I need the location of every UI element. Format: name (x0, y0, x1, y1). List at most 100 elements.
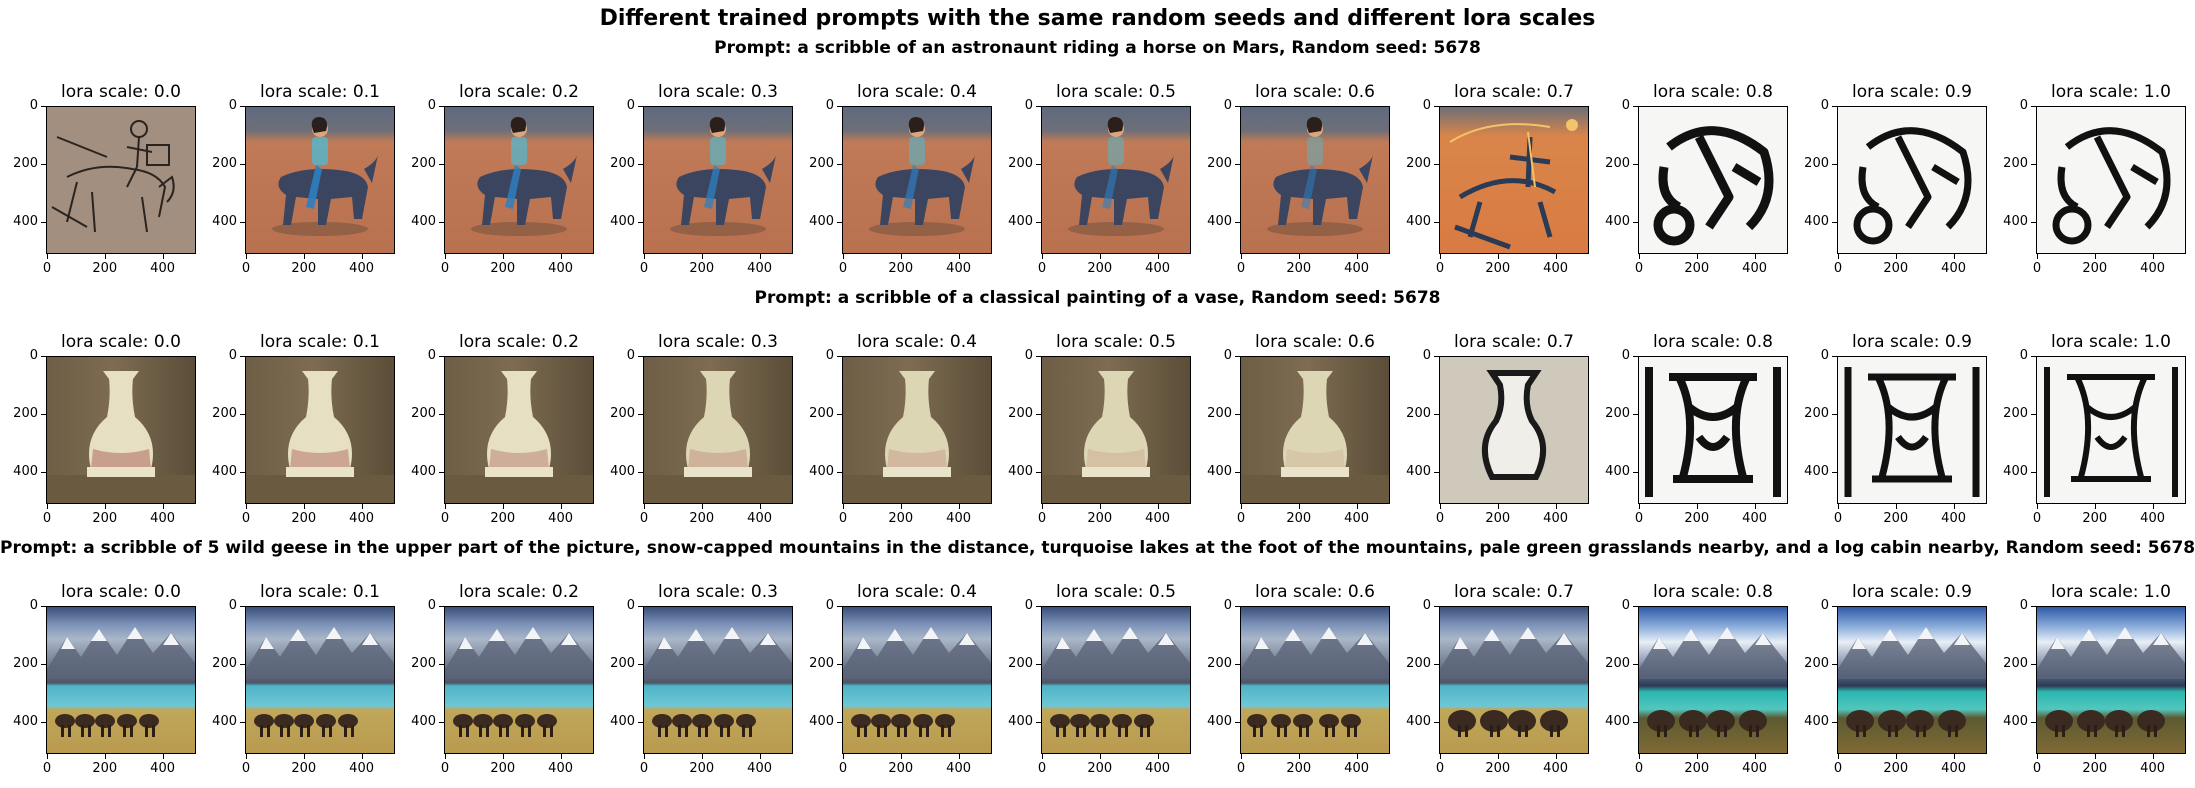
x-tick-mark (1953, 754, 1955, 759)
y-tick-mark (240, 164, 245, 165)
y-tick-label: 0 (1223, 348, 1232, 363)
panel-title: lora scale: 0.3 (658, 582, 778, 602)
y-tick-label: 200 (411, 656, 436, 671)
y-tick-mark (1434, 356, 1439, 357)
y-tick-label: 400 (1605, 214, 1630, 229)
x-tick-label: 200 (1087, 761, 1113, 776)
generated-image (445, 357, 593, 503)
y-tick-label: 0 (228, 598, 237, 613)
y-tick-label: 200 (13, 406, 38, 421)
image-axes (245, 106, 395, 254)
x-tick-label: 200 (1485, 511, 1511, 526)
x-tick-mark (759, 254, 761, 259)
y-tick-label: 0 (228, 98, 237, 113)
panel-vase-1: lora scale: 0.1 0 200 400 0 200 400 (212, 332, 395, 526)
y-tick-label: 400 (1605, 714, 1630, 729)
image-axes (1638, 356, 1788, 504)
y-tick-label: 400 (212, 464, 237, 479)
y-tick-label: 0 (29, 348, 38, 363)
y-tick-label: 400 (1207, 464, 1232, 479)
image-axes (842, 606, 992, 754)
x-tick-label: 400 (349, 261, 374, 276)
generated-image (1042, 357, 1190, 503)
x-tick-label: 0 (1435, 261, 1445, 276)
x-tick-mark (162, 254, 164, 259)
x-tick-mark (1440, 504, 1441, 509)
y-tick-label: 200 (1605, 656, 1630, 671)
panel-mars-6: lora scale: 0.6 0 200 400 0 200 400 (1207, 82, 1390, 276)
generated-image (445, 607, 593, 753)
panel-geese-0: lora scale: 0.0 0 200 400 0 200 400 (13, 582, 196, 776)
panel-title: lora scale: 0.6 (1255, 582, 1375, 602)
y-tick-mark (1434, 722, 1439, 723)
x-tick-label: 200 (888, 511, 914, 526)
y-tick-mark (2031, 606, 2036, 607)
y-tick-mark (439, 106, 444, 107)
y-tick-label: 0 (29, 98, 38, 113)
generated-image (1838, 357, 1986, 503)
y-tick-label: 0 (1621, 348, 1630, 363)
x-tick-mark (2037, 504, 2038, 509)
x-tick-label: 200 (1286, 761, 1312, 776)
y-tick-label: 0 (1223, 98, 1232, 113)
y-tick-mark (439, 164, 444, 165)
y-tick-mark (1633, 356, 1638, 357)
x-tick-label: 200 (1286, 511, 1312, 526)
x-tick-label: 200 (92, 761, 118, 776)
y-tick-mark (1036, 664, 1041, 665)
x-tick-mark (1099, 754, 1101, 759)
x-tick-mark (303, 504, 305, 509)
y-tick-label: 200 (1804, 406, 1829, 421)
y-tick-mark (1832, 722, 1837, 723)
y-tick-label: 400 (1406, 464, 1431, 479)
y-tick-label: 200 (13, 156, 38, 171)
y-tick-label: 0 (1621, 98, 1630, 113)
generated-image (644, 607, 792, 753)
generated-image (246, 107, 394, 253)
y-tick-mark (240, 606, 245, 607)
y-tick-label: 0 (228, 348, 237, 363)
image-axes (46, 356, 196, 504)
panel-title: lora scale: 0.9 (1852, 582, 1972, 602)
x-tick-label: 400 (2140, 511, 2165, 526)
generated-image (47, 107, 195, 253)
x-tick-label: 0 (440, 761, 450, 776)
x-tick-mark (2152, 504, 2154, 509)
image-axes (643, 106, 793, 254)
x-tick-mark (502, 254, 504, 259)
image-axes (1837, 356, 1987, 504)
x-tick-label: 0 (1037, 261, 1047, 276)
panel-vase-3: lora scale: 0.3 0 200 400 0 200 400 (610, 332, 793, 526)
x-tick-label: 400 (1543, 761, 1568, 776)
x-tick-label: 0 (440, 511, 450, 526)
y-tick-label: 400 (2003, 214, 2028, 229)
x-tick-label: 0 (1236, 511, 1246, 526)
x-tick-mark (1157, 254, 1159, 259)
x-tick-label: 400 (349, 511, 374, 526)
panel-title: lora scale: 0.4 (857, 332, 977, 352)
x-tick-label: 400 (1145, 511, 1170, 526)
x-tick-label: 200 (2082, 511, 2108, 526)
panel-title: lora scale: 0.5 (1056, 82, 1176, 102)
x-tick-label: 400 (1941, 761, 1966, 776)
x-tick-mark (900, 754, 902, 759)
panel-vase-2: lora scale: 0.2 0 200 400 0 200 400 (411, 332, 594, 526)
x-tick-mark (2037, 254, 2038, 259)
y-tick-mark (1633, 722, 1638, 723)
y-tick-label: 400 (13, 464, 38, 479)
x-tick-mark (1497, 754, 1499, 759)
x-tick-mark (644, 254, 645, 259)
panel-title: lora scale: 0.5 (1056, 332, 1176, 352)
panel-mars-7: lora scale: 0.7 0 200 400 0 200 400 (1406, 82, 1589, 276)
y-tick-mark (1235, 414, 1240, 415)
x-tick-mark (303, 754, 305, 759)
y-tick-mark (1036, 414, 1041, 415)
panel-geese-10: lora scale: 1.0 0 200 400 0 200 400 (2003, 582, 2186, 776)
y-tick-mark (1633, 414, 1638, 415)
x-tick-mark (1298, 504, 1300, 509)
x-tick-label: 400 (1742, 761, 1767, 776)
y-tick-mark (2031, 356, 2036, 357)
y-tick-mark (1434, 106, 1439, 107)
x-tick-label: 0 (1236, 761, 1246, 776)
y-tick-label: 200 (212, 656, 237, 671)
